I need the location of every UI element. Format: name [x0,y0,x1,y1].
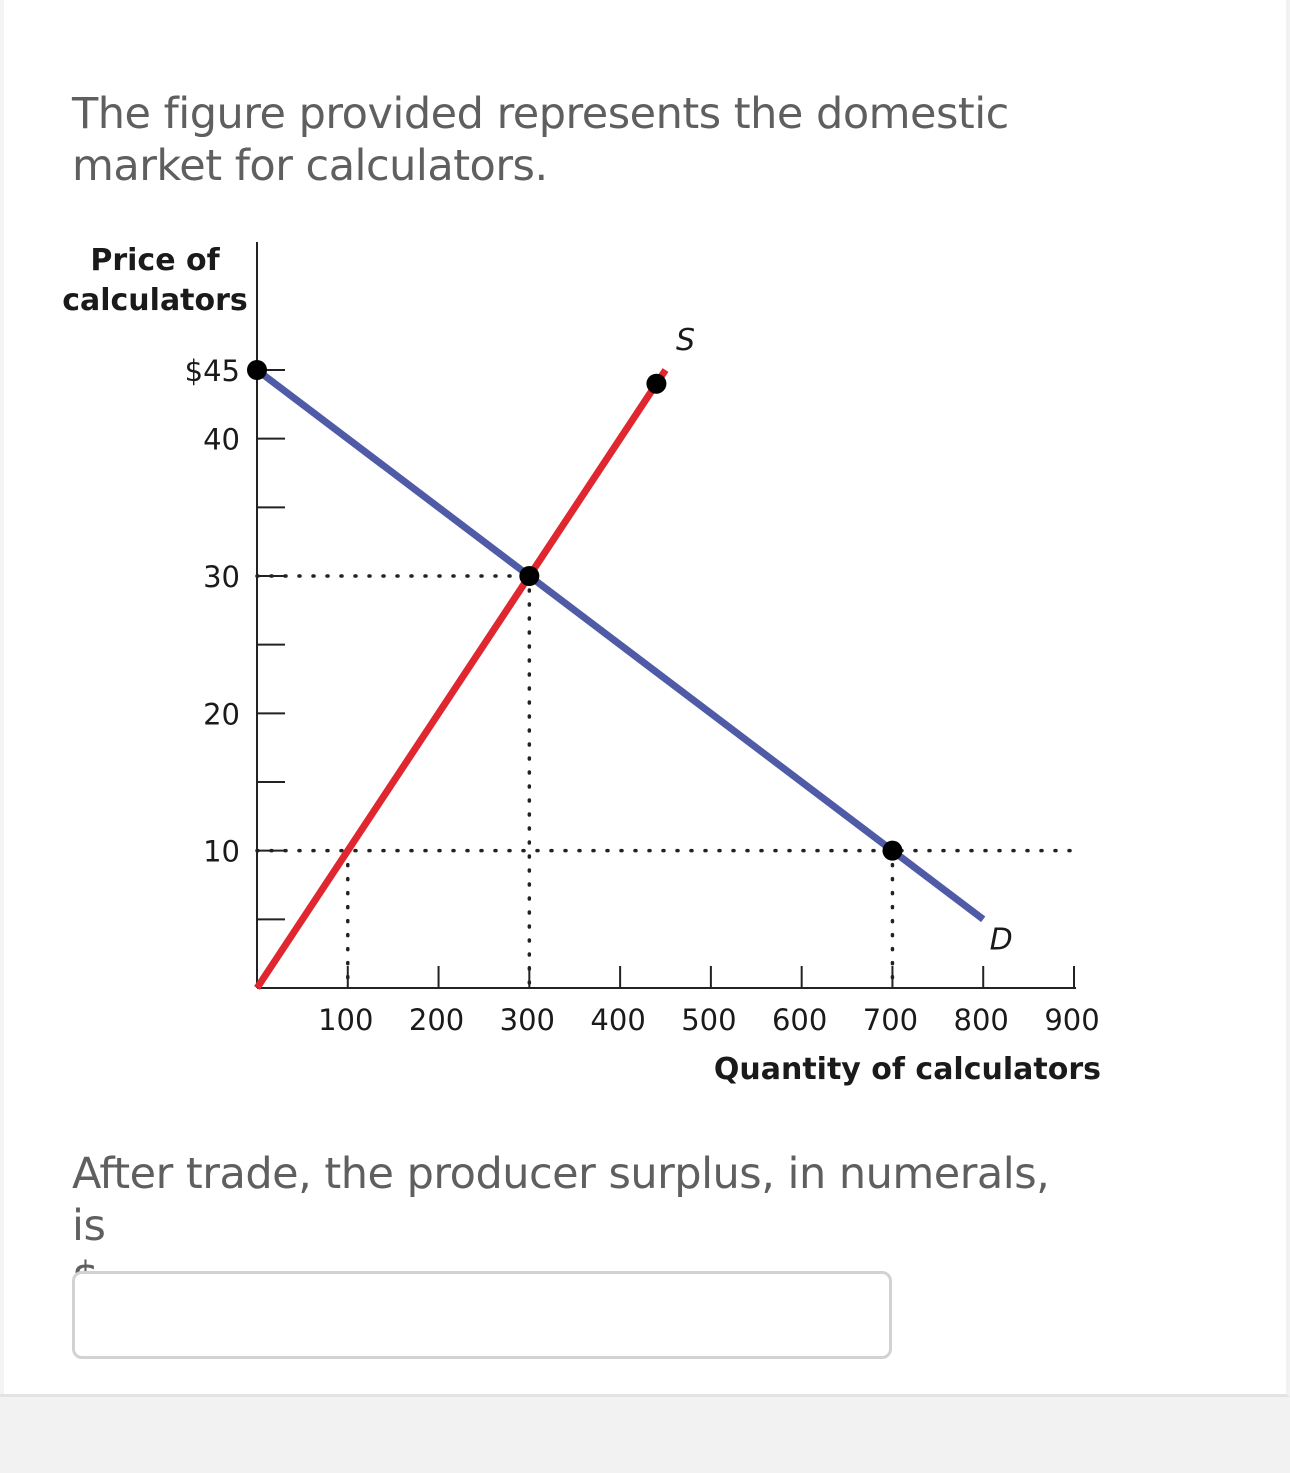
question-card: The figure provided represents the domes… [0,0,1290,1397]
x-axis-label: Quantity of calculators [714,1052,1101,1087]
y-axis-label-text: Price of calculators [62,243,248,318]
data-point [882,840,903,861]
x-tick-label: 200 [409,1003,464,1037]
x-tick-label: 400 [590,1003,645,1037]
series-line-d [254,367,986,923]
series-label-s: S [676,323,695,358]
question-prompt: After trade, the producer surplus, in nu… [72,1149,1050,1251]
x-tick-label: 100 [318,1003,373,1037]
x-tick-label: 300 [500,1003,555,1037]
x-tick-label: 500 [681,1003,736,1037]
series-labels: SD [676,323,1013,957]
data-points [247,360,903,861]
x-tick-label: 600 [772,1003,827,1037]
y-tick-label: $45 [185,354,240,388]
y-tick-label: 20 [203,697,240,731]
guide-lines [255,574,1076,990]
card-edge [0,0,4,1394]
intro-text: The figure provided represents the domes… [72,89,1009,191]
tick-labels: 10 20 30 40 $45 100 200 300 400 500 600 700 800 900 [185,354,1100,1037]
series-label-d: D [990,922,1013,957]
x-tick-label: 700 [863,1003,918,1037]
axes [256,242,1076,989]
y-axis-label: Price of calculators [62,243,248,318]
y-axis-label-line: calculators [62,283,248,318]
data-point [519,566,540,586]
series-line-s [254,368,669,990]
data-point [247,360,267,380]
y-axis-label-line: Price of [90,243,220,278]
series-lines [254,367,986,990]
y-tick-label: 40 [203,423,240,457]
data-point [646,373,667,394]
y-tick-label: 10 [203,835,240,869]
x-tick-label: 900 [1044,1003,1099,1037]
x-tick-label: 800 [954,1003,1009,1037]
y-tick-label: 30 [203,560,240,594]
answer-input[interactable] [72,1271,892,1359]
